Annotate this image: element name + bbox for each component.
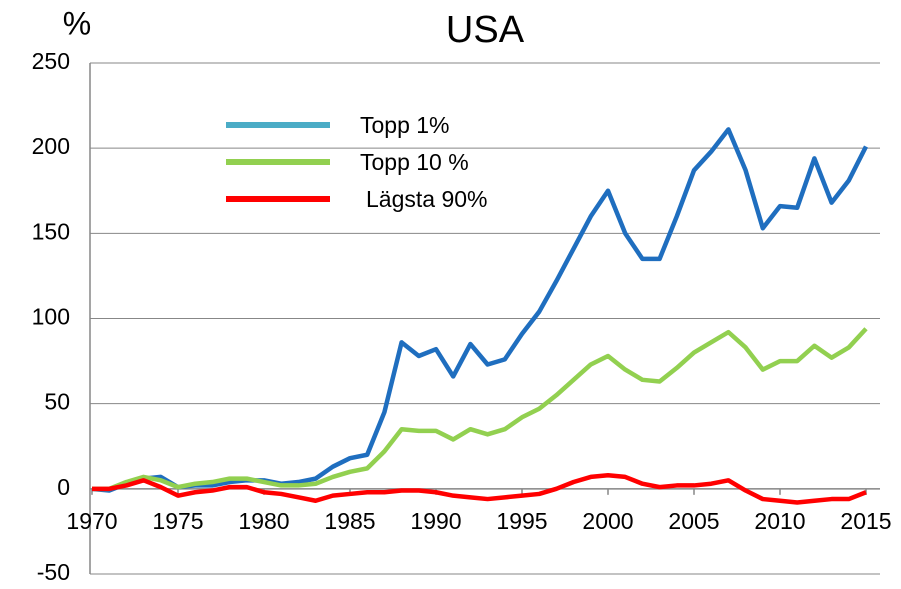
y-axis-label: % [63, 5, 91, 41]
y-tick-label: 100 [32, 304, 70, 330]
x-tick-label: 1995 [496, 508, 547, 534]
x-tick-label: 1970 [66, 508, 117, 534]
x-tick-label: 1985 [324, 508, 375, 534]
legend-label: Topp 10 % [360, 149, 469, 175]
x-tick-label: 1980 [238, 508, 289, 534]
chart-title: USA [446, 9, 525, 51]
x-tick-label: 1975 [152, 508, 203, 534]
x-tick-label: 2000 [582, 508, 633, 534]
data-line [91, 127, 869, 493]
legend-label: Lägsta 90% [366, 186, 487, 212]
y-tick-label: 150 [32, 218, 70, 244]
y-tick-label: -50 [37, 559, 70, 585]
data-line [92, 327, 868, 492]
x-tick-label: 1990 [410, 508, 461, 534]
data-line [92, 472, 867, 505]
y-tick-label: 250 [32, 48, 70, 74]
x-tick-label: 2010 [754, 508, 805, 534]
y-tick-label: 0 [57, 474, 70, 500]
y-tick-label: 50 [44, 389, 70, 415]
legend-label: Topp 1% [360, 112, 450, 138]
y-tick-label: 200 [32, 133, 70, 159]
x-tick-label: 2005 [668, 508, 719, 534]
x-tick-label: 2015 [840, 508, 891, 534]
